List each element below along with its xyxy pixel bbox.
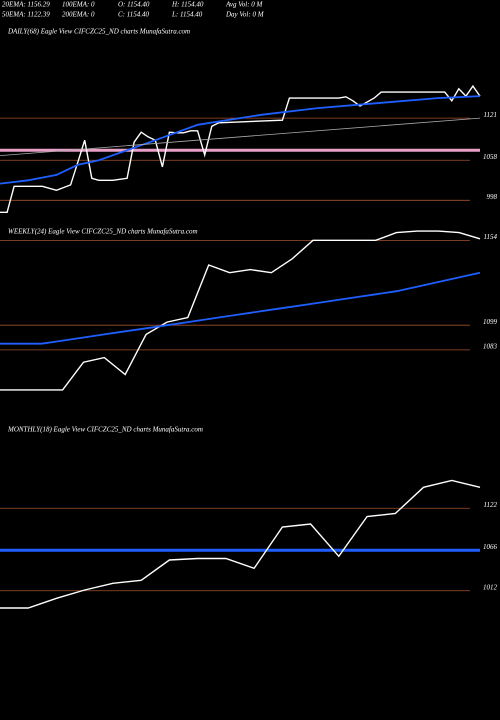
panel-title: MONTHLY(18) Eagle View CIFCZC25_ND chart… [7,426,203,434]
header-stat: 100EMA: 0 [62,1,95,9]
panel-title: DAILY(68) Eagle View CIFCZC25_ND charts … [7,28,190,36]
y-tick-label: 1066 [483,543,498,551]
series-line [0,479,481,609]
y-tick-label: 1121 [484,111,497,119]
header-stat: C: 1154.40 [118,11,149,19]
header-stat: O: 1154.40 [118,1,150,9]
series-line [0,117,481,156]
header-stat: 50EMA: 1122.39 [2,11,50,19]
header-stat: Day Vol: 0 M [225,11,265,19]
header-stat: Avg Vol: 0 M [225,1,264,9]
header-stat: 200EMA: 0 [62,11,95,19]
y-tick-label: 1122 [484,501,498,509]
series-line [0,230,481,391]
header-stat: L: 1154.40 [171,11,203,19]
series-line [0,271,481,345]
panel-title: WEEKLY(24) Eagle View CIFCZC25_ND charts… [8,228,198,236]
y-tick-label: 1099 [483,318,498,326]
header-stat: H: 1154.40 [171,1,204,9]
series-line [0,84,481,213]
header-stat: 20EMA: 1156.29 [2,1,50,9]
y-tick-label: 1154 [484,233,498,241]
y-tick-label: 1058 [483,153,498,161]
y-tick-label: 1083 [483,342,498,350]
y-tick-label: 998 [487,193,498,201]
series-line [0,95,481,185]
y-tick-label: 1012 [483,583,498,591]
